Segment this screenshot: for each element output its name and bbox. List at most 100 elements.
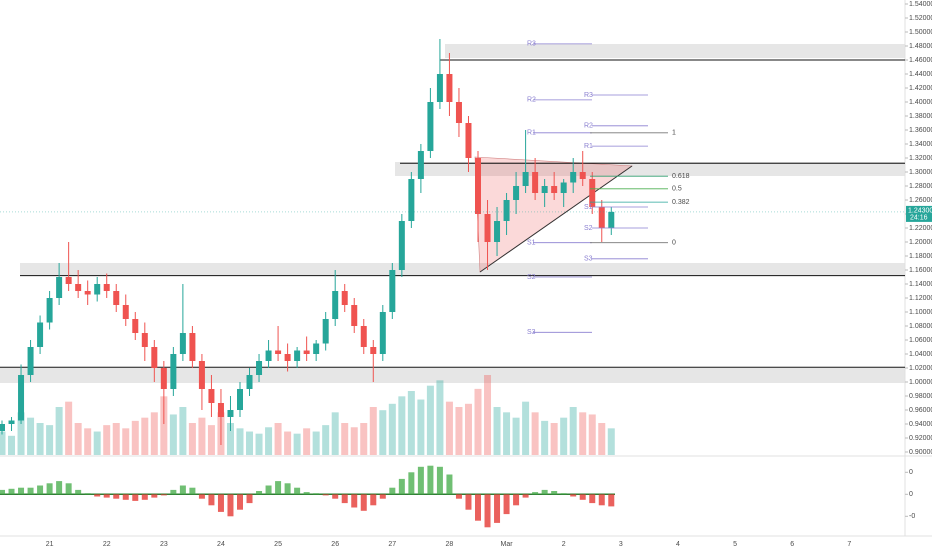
volume-bar — [103, 425, 111, 455]
volume-bar — [274, 423, 282, 455]
y-tick-label: 1.52000 — [909, 15, 932, 22]
macd-bar — [598, 494, 605, 506]
y-tick-label: 1.06000 — [909, 337, 932, 344]
x-tick-label: 22 — [103, 541, 111, 548]
volume-bar — [74, 423, 82, 455]
candle-body — [303, 350, 310, 354]
macd-bar — [351, 494, 358, 508]
candle-body — [503, 200, 510, 221]
volume-bar — [112, 423, 120, 455]
candle-body — [446, 74, 453, 102]
candle-body — [141, 333, 148, 347]
x-tick-label: 2 — [562, 541, 566, 548]
macd-bar — [484, 494, 491, 528]
volume-bar — [426, 385, 434, 455]
x-tick-label: 4 — [676, 541, 680, 548]
candle-body — [113, 291, 120, 305]
macd-bar — [332, 494, 339, 499]
volume-bar — [246, 431, 254, 455]
macd-bar — [446, 474, 453, 495]
candle-body — [360, 326, 367, 347]
candle-body — [94, 284, 101, 295]
last-price-box — [906, 205, 932, 222]
volume-bar — [474, 388, 482, 455]
volume-bar — [464, 403, 472, 455]
x-tick-label: 21 — [46, 541, 54, 548]
candle-body — [598, 207, 605, 228]
macd-bar — [579, 494, 586, 500]
candle-body — [494, 221, 501, 242]
pivot-label: S1 — [584, 204, 593, 211]
y-tick-label: 0.90000 — [909, 449, 932, 456]
volume-bar — [503, 412, 511, 455]
macd-bar — [208, 494, 215, 506]
macd-bar — [389, 487, 396, 495]
volume-bar — [331, 412, 339, 455]
macd-bar — [560, 493, 567, 495]
fib-label: 0.618 — [672, 173, 690, 180]
macd-bar — [475, 494, 481, 521]
macd-bar — [94, 494, 101, 497]
y-tick-label: 0.92000 — [909, 435, 932, 442]
zone — [0, 368, 905, 383]
y-tick-label: 1.36000 — [909, 127, 932, 134]
volume-bar — [150, 412, 158, 455]
y-tick-label: 1.20000 — [909, 239, 932, 246]
fib-label: 0.382 — [672, 199, 690, 206]
macd-bar — [503, 494, 510, 515]
volume-bar — [407, 391, 415, 455]
macd-bar — [217, 494, 224, 512]
volume-bar — [398, 396, 406, 455]
x-tick-label: 5 — [733, 541, 737, 548]
macd-bar — [360, 494, 367, 511]
y-tick-label: 1.12000 — [909, 295, 932, 302]
macd-bar — [122, 494, 129, 500]
fib-label: 1 — [672, 130, 676, 137]
candle-body — [579, 172, 586, 179]
macd-bar — [141, 494, 148, 500]
volume-bar — [493, 407, 501, 455]
macd-bar — [170, 489, 177, 495]
candle-body — [294, 350, 301, 361]
macd-bar — [513, 494, 520, 506]
x-tick-label: 7 — [847, 541, 851, 548]
y-tick-label: 1.42000 — [909, 85, 932, 92]
y-tick-label: 1.02000 — [909, 365, 932, 372]
macd-bar — [284, 483, 291, 495]
candle-body — [275, 350, 282, 354]
volume-bar — [198, 417, 206, 455]
macd-bar — [589, 494, 596, 504]
countdown: 24:16 — [910, 215, 928, 222]
y-tick-label: 1.38000 — [909, 113, 932, 120]
volume-bar — [522, 401, 530, 455]
volume-bar — [65, 401, 73, 455]
macd-bar — [494, 494, 501, 523]
candle-body — [237, 389, 243, 410]
candle-body — [179, 333, 186, 354]
volume-bar — [265, 427, 273, 455]
volume-bar — [455, 407, 463, 455]
macd-bar — [608, 494, 615, 507]
volume-bar — [388, 403, 396, 455]
x-tick-label: 24 — [217, 541, 225, 548]
candle-body — [551, 186, 558, 193]
x-tick-label: 6 — [790, 541, 794, 548]
y-tick-label: 1.50000 — [909, 29, 932, 36]
y-tick-label: 1.10000 — [909, 309, 932, 316]
candle-body — [246, 375, 253, 389]
x-tick-label: 28 — [446, 541, 454, 548]
x-tick-label: 3 — [619, 541, 623, 548]
volume-bar — [188, 423, 196, 455]
volume-bar — [226, 423, 234, 455]
macd-bar — [18, 487, 25, 495]
pivot-label: S3 — [527, 329, 536, 336]
volume-bar — [531, 412, 539, 455]
macd-bar — [379, 494, 386, 499]
candle-body — [389, 270, 396, 312]
macd-bar — [227, 494, 234, 517]
y-tick-label: 1.08000 — [909, 323, 932, 330]
macd-bar — [303, 492, 310, 495]
volume-bar — [436, 380, 444, 455]
macd-bar — [246, 494, 253, 504]
y-tick-label: 1.40000 — [909, 99, 932, 106]
